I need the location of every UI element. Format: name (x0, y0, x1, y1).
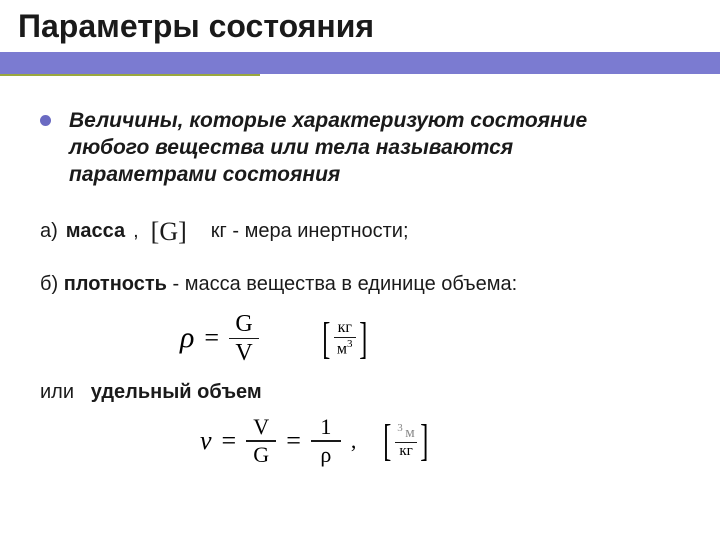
or-label: или (40, 381, 74, 403)
bullet-text: Величины, которые характеризуют состояни… (69, 108, 629, 189)
bullet-definition: Величины, которые характеризуют состояни… (40, 108, 680, 189)
title-band (0, 52, 720, 74)
frac-v-g: V G (246, 414, 276, 468)
frac-1-rho: 1 ρ (311, 414, 341, 468)
content-area: Величины, которые характеризуют состояни… (0, 90, 720, 468)
density-unit: [ кг м3 ] (319, 319, 370, 358)
item-specific-volume: или удельный объем (40, 381, 680, 404)
item-density: б) плотность - масса вещества в единице … (40, 273, 680, 296)
item-a-comma: , (133, 220, 139, 243)
item-b-term: плотность (64, 273, 167, 295)
item-a-term: масса (66, 220, 125, 243)
specific-volume-formula-row: v = V G = 1 ρ , [ 3 м кг ] (40, 414, 680, 468)
rho-symbol: ρ (180, 321, 194, 355)
density-formula: ρ = G V (180, 310, 259, 368)
equals-1: = (204, 323, 219, 353)
slide-title: Параметры состояния (18, 8, 374, 45)
mass-symbol: [G] (147, 217, 191, 247)
item-a-prefix: а) (40, 220, 58, 243)
title-bar: Параметры состояния (0, 0, 720, 90)
accent-line (0, 74, 260, 76)
specific-volume-formula: v = V G = 1 ρ , (200, 414, 356, 468)
item-a-desc: кг - мера инертности; (211, 220, 409, 243)
frac-g-v: G V (229, 310, 259, 368)
v-symbol: v (200, 426, 212, 456)
bullet-icon (40, 115, 51, 126)
equals-3: = (286, 426, 301, 456)
specific-volume-unit: [ 3 м кг ] (380, 422, 431, 460)
item-b-desc: - масса вещества в единице объема: (167, 273, 517, 295)
specific-volume-term: удельный объем (91, 381, 262, 403)
formula-comma: , (351, 428, 357, 454)
item-mass: а) масса , [G] кг - мера инертности; (40, 217, 680, 247)
density-formula-row: ρ = G V [ кг м3 ] (40, 310, 680, 368)
equals-2: = (222, 426, 237, 456)
item-b-prefix: б) (40, 273, 58, 295)
